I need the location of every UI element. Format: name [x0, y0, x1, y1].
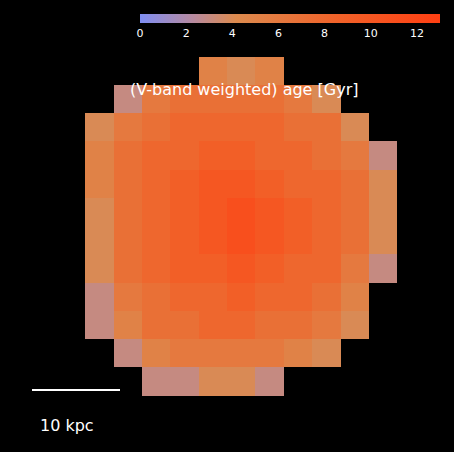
svg-text:4: 4 [229, 27, 236, 40]
svg-text:10: 10 [364, 27, 378, 40]
svg-text:6: 6 [275, 27, 282, 40]
svg-text:2: 2 [183, 27, 190, 40]
svg-text:(V-band weighted) age [Gyr]: (V-band weighted) age [Gyr] [130, 80, 358, 99]
svg-text:12: 12 [410, 27, 424, 40]
svg-text:10 kpc: 10 kpc [40, 416, 94, 435]
svg-text:0: 0 [137, 27, 144, 40]
svg-text:8: 8 [321, 27, 328, 40]
